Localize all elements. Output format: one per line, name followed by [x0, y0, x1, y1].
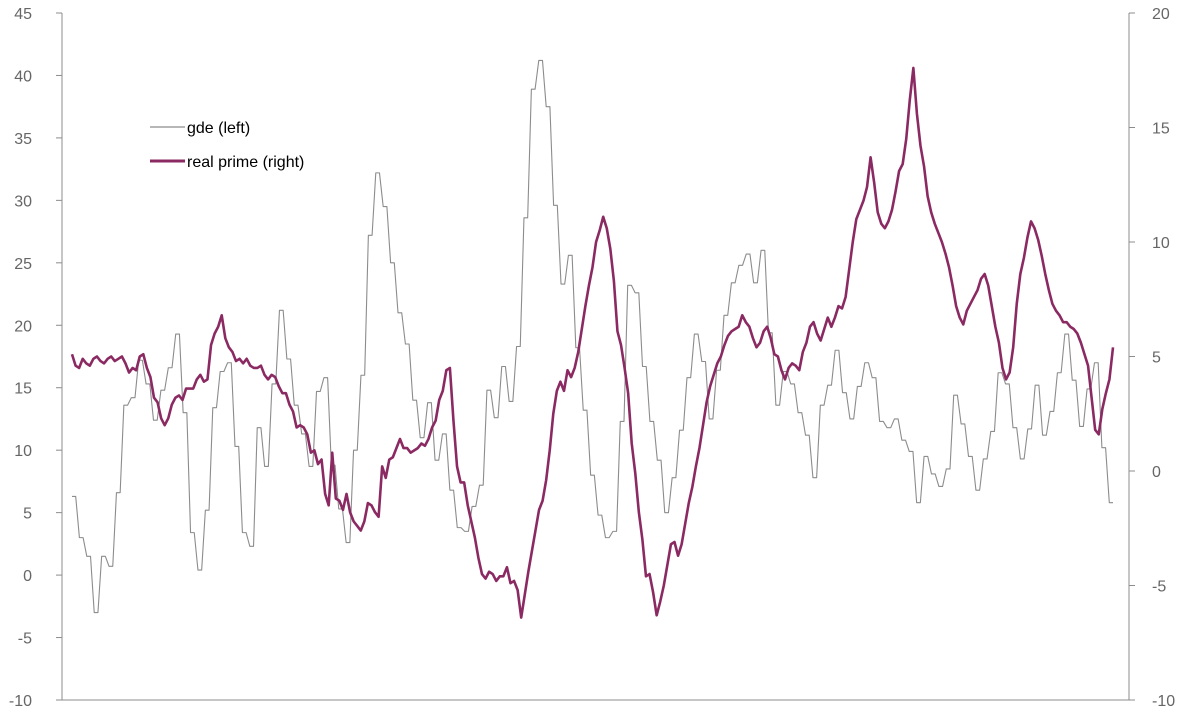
left-tick-label: 40: [14, 68, 32, 85]
series-layer: [70, 59, 1115, 619]
right-tick-label: 0: [1152, 464, 1161, 481]
left-tick-label: 15: [14, 381, 32, 398]
left-tick-label: -10: [9, 693, 32, 710]
right-tick-label: -10: [1152, 693, 1175, 710]
legend-label-gde: gde (left): [187, 120, 250, 137]
left-tick-label: 5: [23, 506, 32, 523]
right-tick-label: 20: [1152, 6, 1170, 23]
left-tick-label: 45: [14, 6, 32, 23]
right-tick-label: 15: [1152, 121, 1170, 138]
right-tick-label: 10: [1152, 235, 1170, 252]
series-line-real-prime: [70, 66, 1115, 619]
left-tick-label: 35: [14, 131, 32, 148]
right-tick-label: 5: [1152, 350, 1161, 367]
series-line-gde: [72, 59, 1113, 614]
legend: gde (left) real prime (right): [150, 120, 304, 171]
left-tick-label: 20: [14, 318, 32, 335]
right-tick-label: -5: [1152, 579, 1166, 596]
legend-label-real-prime: real prime (right): [187, 154, 304, 171]
left-tick-label: 0: [23, 568, 32, 585]
left-tick-label: -5: [18, 631, 32, 648]
left-tick-label: 10: [14, 443, 32, 460]
axes: -10 -5 0 5 10 15 20 25 30 35 40 45 -10 -5 0 5 10 15 20: [9, 6, 1175, 710]
left-tick-label: 30: [14, 193, 32, 210]
left-tick-label: 25: [14, 256, 32, 273]
